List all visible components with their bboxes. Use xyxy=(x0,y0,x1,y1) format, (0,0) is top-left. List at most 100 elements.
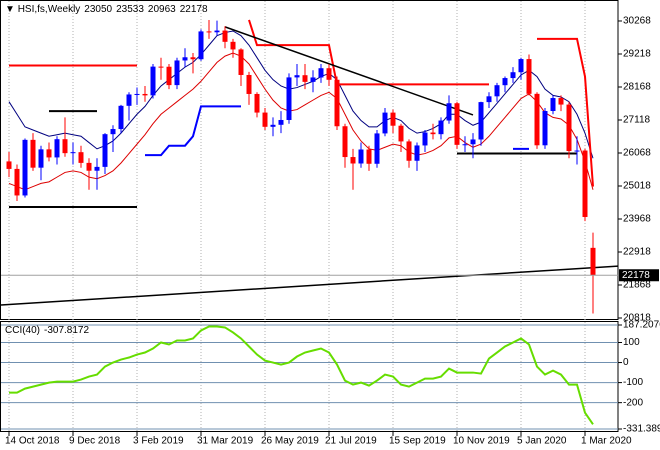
candle-body xyxy=(270,124,276,127)
x-tick-label: 26 May 2019 xyxy=(261,436,319,447)
candle-body xyxy=(566,104,572,152)
candle-body xyxy=(438,120,444,135)
candle-body xyxy=(286,77,292,120)
cci-y-tick-label: -100 xyxy=(623,377,643,388)
candle-body xyxy=(30,139,36,168)
cci-header: CCI(40) -307.8172 xyxy=(5,325,89,336)
candle-body xyxy=(190,57,196,60)
candle-body xyxy=(486,96,492,103)
candle-body xyxy=(406,141,412,161)
candle-body xyxy=(510,72,516,79)
y-tick-label: 26068 xyxy=(623,148,651,159)
candle-body xyxy=(446,103,452,121)
y-tick-label: 20818 xyxy=(623,313,651,324)
candle-body xyxy=(222,30,228,42)
candle-body xyxy=(38,149,44,168)
current-price-box xyxy=(619,269,659,282)
candle-body xyxy=(366,149,372,164)
candle-body xyxy=(150,66,156,96)
x-tick-label: 9 Dec 2018 xyxy=(69,436,121,447)
candle-body xyxy=(78,152,84,163)
x-tick-label: 21 Jul 2019 xyxy=(325,436,377,447)
candle-body xyxy=(62,139,68,154)
candle-body xyxy=(94,166,100,171)
candle-body xyxy=(246,74,252,94)
y-tick-label: 29218 xyxy=(623,49,651,60)
candle-body xyxy=(422,132,428,146)
candle-body xyxy=(278,119,284,125)
current-price-label: 22178 xyxy=(622,270,650,281)
y-tick-label: 30268 xyxy=(623,16,651,27)
cci-y-tick-label: -200 xyxy=(623,397,643,408)
candle-body xyxy=(254,93,260,113)
candle-body xyxy=(70,152,76,154)
candle-body xyxy=(534,93,540,146)
candle-body xyxy=(430,132,436,135)
low-value: 20963 xyxy=(148,4,176,15)
candle-body xyxy=(470,139,476,145)
x-tick-label: 14 Oct 2018 xyxy=(5,436,60,447)
cci-value: -307.8172 xyxy=(44,325,89,336)
candle-body xyxy=(110,129,116,135)
candle-body xyxy=(358,149,364,164)
candle-body xyxy=(526,59,532,94)
close-value: 22178 xyxy=(180,4,208,15)
trend-line xyxy=(0,265,619,306)
candle-body xyxy=(174,60,180,86)
x-tick-label: 3 Feb 2019 xyxy=(133,436,184,447)
y-tick-label: 28168 xyxy=(623,82,651,93)
candle-body xyxy=(6,161,12,169)
candle-body xyxy=(590,247,596,276)
cci-y-tick-label: -331.389 xyxy=(623,424,660,435)
cci-y-tick-label: 0 xyxy=(623,357,629,368)
candle-body xyxy=(294,75,300,78)
candle-body xyxy=(238,49,244,75)
candle-body xyxy=(390,112,396,126)
candle-body xyxy=(542,111,548,146)
candle-body xyxy=(230,41,236,50)
candle-body xyxy=(198,31,204,60)
cci-y-tick-label: 187.2076 xyxy=(623,320,660,331)
y-tick-label: 27118 xyxy=(623,115,651,126)
cci-y-tick-label: 100 xyxy=(623,337,640,348)
candle-body xyxy=(558,98,564,105)
x-tick-label: 10 Nov 2019 xyxy=(453,436,510,447)
x-tick-label: 31 Mar 2019 xyxy=(197,436,254,447)
candle-body xyxy=(262,112,268,127)
candle-body xyxy=(326,68,332,80)
candle-body xyxy=(14,168,20,196)
cci-title: CCI(40) xyxy=(5,325,40,336)
x-tick-label: 5 Jan 2020 xyxy=(517,436,567,447)
candle-body xyxy=(502,78,508,86)
overlay-line xyxy=(9,19,594,187)
open-value: 23050 xyxy=(84,4,112,15)
candle-body xyxy=(86,162,92,171)
candle-body xyxy=(334,79,340,127)
cci-panel xyxy=(0,321,619,432)
candle-body xyxy=(462,144,468,146)
candle-body xyxy=(382,112,388,134)
candle-body xyxy=(134,93,140,95)
high-value: 23533 xyxy=(116,4,144,15)
candle-body xyxy=(518,59,524,73)
candle-body xyxy=(22,139,28,196)
header-arrow: ▼ xyxy=(5,4,18,15)
trend-line xyxy=(224,26,474,116)
candle-body xyxy=(118,105,124,130)
cci-line xyxy=(9,325,594,425)
y-tick-label: 23968 xyxy=(623,214,651,225)
chart-title: HSI,fs,Weekly xyxy=(18,4,81,15)
candle-body xyxy=(46,149,52,158)
candle-body xyxy=(454,103,460,145)
overlay-line xyxy=(49,110,577,155)
candle-body xyxy=(158,66,164,68)
overlay-line xyxy=(8,52,594,191)
candle-body xyxy=(318,68,324,78)
candle-body xyxy=(126,94,132,106)
candle-body xyxy=(166,66,172,86)
candle-body xyxy=(398,125,404,142)
candle-body xyxy=(574,150,580,152)
candle-body xyxy=(374,133,380,164)
candle-body xyxy=(54,139,60,158)
